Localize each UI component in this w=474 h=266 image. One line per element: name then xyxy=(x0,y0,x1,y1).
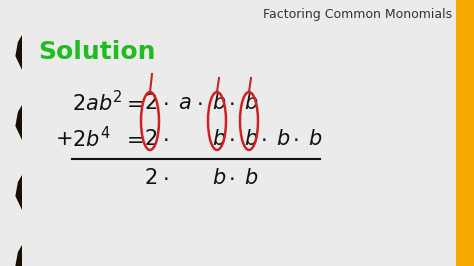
Text: Solution: Solution xyxy=(38,40,155,64)
Text: $2ab^2$: $2ab^2$ xyxy=(72,90,123,116)
Text: $=$: $=$ xyxy=(122,93,144,113)
Text: $2b^4$: $2b^4$ xyxy=(72,126,110,152)
Text: $2$: $2$ xyxy=(144,168,157,188)
Polygon shape xyxy=(456,0,474,266)
Text: $\cdot$: $\cdot$ xyxy=(196,93,202,113)
Text: $b$: $b$ xyxy=(244,93,258,113)
Text: $b$: $b$ xyxy=(212,93,226,113)
Text: $a$: $a$ xyxy=(178,93,191,113)
Text: $=$: $=$ xyxy=(122,129,144,149)
Text: $b$: $b$ xyxy=(212,129,226,149)
Text: $\cdot$: $\cdot$ xyxy=(228,129,234,149)
Text: $b$: $b$ xyxy=(212,168,226,188)
Text: $\cdot$: $\cdot$ xyxy=(228,93,234,113)
Text: $\cdot$: $\cdot$ xyxy=(162,129,168,149)
Text: $\cdot$: $\cdot$ xyxy=(260,129,266,149)
Text: $\cdot$: $\cdot$ xyxy=(162,93,168,113)
Polygon shape xyxy=(0,0,28,266)
Text: $b$: $b$ xyxy=(244,168,258,188)
Text: Factoring Common Monomials: Factoring Common Monomials xyxy=(263,8,452,21)
Text: $2$: $2$ xyxy=(144,93,157,113)
Text: $b$: $b$ xyxy=(244,129,258,149)
Polygon shape xyxy=(0,0,22,266)
Text: $b$: $b$ xyxy=(308,129,322,149)
Text: $\cdot$: $\cdot$ xyxy=(162,168,168,188)
Text: $\cdot$: $\cdot$ xyxy=(228,168,234,188)
Text: $2$: $2$ xyxy=(144,129,157,149)
Text: $+$: $+$ xyxy=(55,129,73,149)
Text: $b$: $b$ xyxy=(276,129,290,149)
Text: $\cdot$: $\cdot$ xyxy=(292,129,299,149)
